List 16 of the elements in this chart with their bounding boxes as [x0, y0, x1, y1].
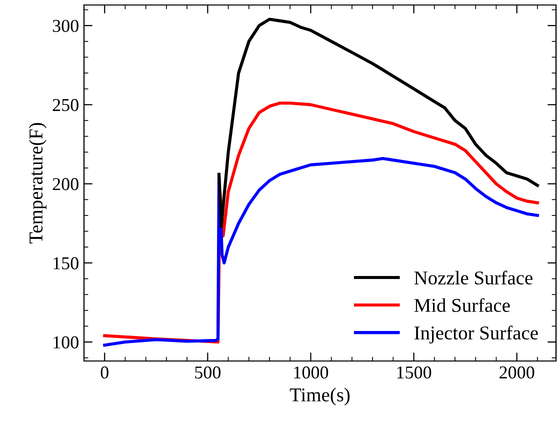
x-tick-label: 0 — [100, 366, 108, 379]
x-axis-title: Time(s) — [290, 388, 350, 406]
y-tick-label: 250 — [52, 98, 78, 112]
x-tick-label: 1500 — [397, 366, 432, 379]
x-tick-label: 1000 — [294, 366, 328, 379]
legend-label: Mid Surface — [414, 298, 510, 312]
legend-label: Nozzle Surface — [414, 270, 532, 285]
y-tick-label: 100 — [54, 336, 78, 348]
x-tick-label: 500 — [195, 366, 221, 379]
legend-label: Injector Surface — [414, 326, 538, 344]
y-tick-label: 150 — [54, 257, 78, 270]
y-axis-title: Temperature(F) — [28, 122, 46, 244]
line-series — [217, 18, 539, 228]
y-tick-label: 200 — [52, 178, 78, 190]
y-tick-label: 300 — [52, 20, 78, 32]
x-tick-label: 2000 — [500, 366, 534, 379]
